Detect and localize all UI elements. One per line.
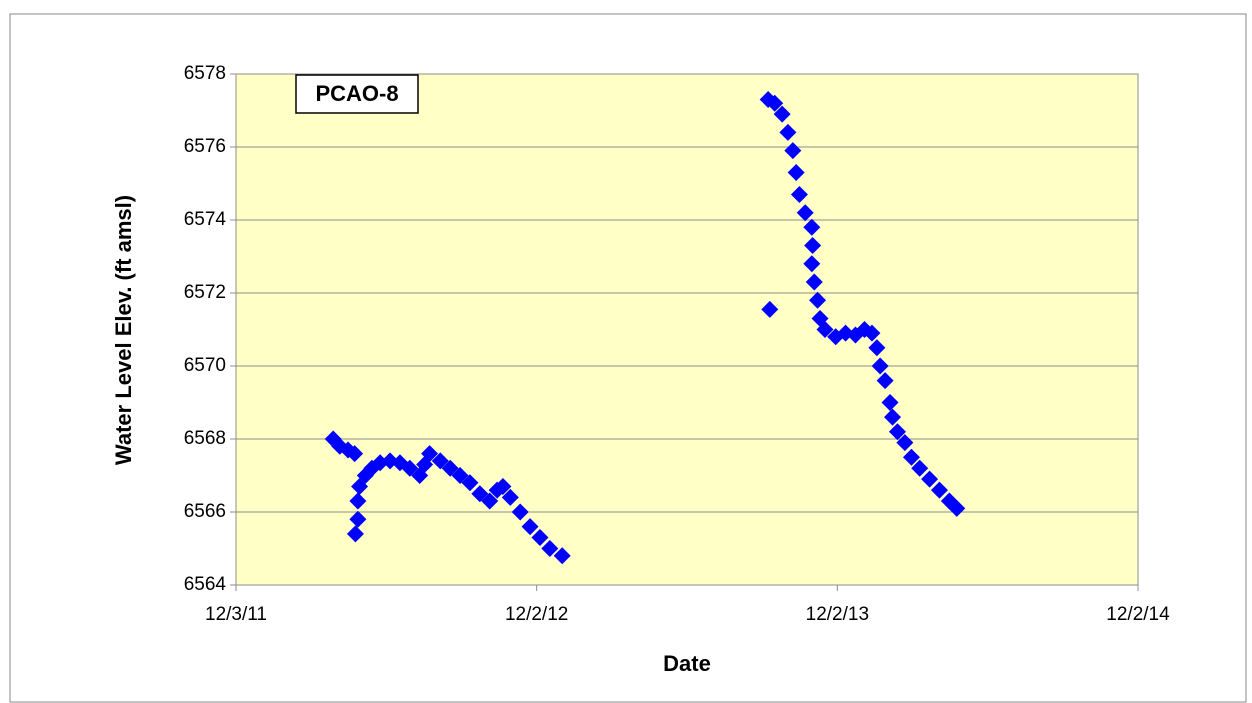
data-point	[773, 105, 791, 123]
y-tick-label: 6572	[184, 282, 226, 303]
data-point	[481, 492, 499, 510]
annotation: PCAO-8	[315, 81, 398, 106]
data-point	[896, 434, 914, 452]
data-point	[761, 300, 779, 318]
data-point	[349, 510, 367, 528]
data-point	[431, 452, 449, 470]
data-point	[461, 474, 479, 492]
data-point	[541, 540, 559, 557]
x-tick-label: 12/2/13	[806, 604, 869, 625]
data-point	[790, 185, 808, 203]
data-point	[501, 488, 519, 506]
data-point	[930, 481, 948, 499]
x-tick-label: 12/2/14	[1106, 604, 1170, 625]
y-tick-label: 6564	[184, 574, 227, 595]
y-tick-label: 6576	[184, 136, 226, 157]
data-point	[796, 204, 814, 222]
data-point	[401, 459, 419, 477]
y-tick-label: 6574	[184, 209, 227, 230]
data-point	[784, 142, 802, 160]
x-axis-title: Date	[663, 651, 711, 676]
data-point	[803, 255, 821, 273]
data-point	[803, 218, 821, 236]
data-point	[521, 518, 539, 536]
data-point	[816, 321, 834, 338]
data-point	[346, 525, 364, 543]
data-point	[884, 408, 902, 426]
grid	[230, 73, 1139, 591]
y-tick-label: 6566	[184, 501, 226, 522]
x-tick-label: 12/2/12	[505, 604, 568, 625]
data-point	[553, 547, 571, 565]
data-point	[881, 394, 899, 411]
data-point	[779, 123, 797, 141]
data-point	[471, 485, 489, 503]
data-point	[804, 237, 822, 255]
data-point	[511, 503, 529, 521]
data-point	[494, 477, 512, 495]
plot-area	[235, 73, 1139, 586]
y-axis-title: Water Level Elev. (ft amsl)	[111, 195, 136, 465]
x-tick-label: 12/3/11	[205, 604, 267, 625]
data-point	[766, 94, 784, 112]
y-tick-label: 6570	[184, 355, 226, 376]
data-point	[349, 492, 367, 510]
data-point	[421, 445, 439, 463]
data-point	[531, 529, 549, 547]
data-point	[911, 459, 929, 477]
data-point	[902, 448, 920, 466]
data-point	[809, 291, 827, 309]
y-tick-label: 6568	[184, 428, 226, 449]
data-point	[863, 324, 881, 342]
y-tick-label: 6578	[184, 63, 226, 84]
data-point	[888, 423, 906, 441]
data-point	[451, 467, 469, 484]
data-point	[805, 273, 823, 291]
marks	[324, 91, 966, 565]
data-point	[441, 459, 459, 477]
data-point	[876, 372, 894, 390]
data-point	[921, 470, 939, 488]
data-point	[948, 499, 966, 517]
data-point	[868, 339, 886, 357]
data-point	[871, 357, 889, 375]
data-point	[787, 164, 805, 182]
annotation-box	[295, 74, 419, 114]
data-point	[346, 445, 364, 463]
labels: 6564 6566 6568 6570 6572 6574 6576 6578 12/3/11 1…	[184, 63, 1170, 625]
